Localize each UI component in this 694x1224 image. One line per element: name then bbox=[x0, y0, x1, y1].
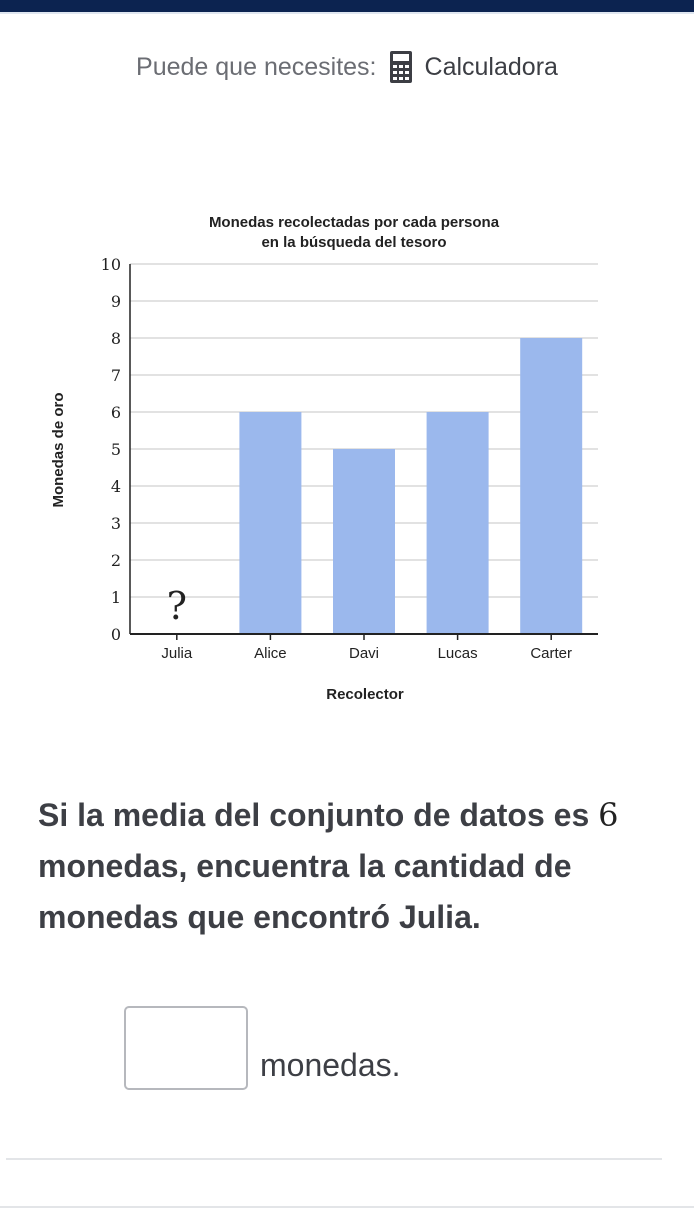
y-tick-label: 6 bbox=[111, 403, 121, 422]
x-tick-label: Davi bbox=[349, 645, 379, 662]
chart-title-line: Monedas recolectadas por cada persona bbox=[209, 214, 500, 231]
bar-alice bbox=[239, 412, 302, 634]
x-tick-label: Alice bbox=[254, 645, 287, 662]
x-axis-label: Recolector bbox=[326, 686, 404, 703]
y-axis-label: Monedas de oro bbox=[50, 392, 67, 507]
unknown-value-marker: ? bbox=[167, 584, 187, 628]
y-tick-label: 9 bbox=[111, 292, 121, 311]
y-tick-label: 0 bbox=[111, 625, 121, 644]
y-tick-label: 3 bbox=[111, 514, 121, 533]
calculator-link[interactable]: Calculadora bbox=[424, 52, 558, 81]
bar-lucas bbox=[426, 412, 489, 634]
tools-row: Puede que necesites: Calculadora bbox=[0, 50, 694, 84]
y-tick-label: 10 bbox=[101, 255, 121, 274]
calculator-icon[interactable] bbox=[389, 50, 413, 84]
question-number: 6 bbox=[598, 796, 619, 834]
y-tick-label: 2 bbox=[111, 551, 121, 570]
x-tick-label: Lucas bbox=[438, 645, 478, 662]
y-tick-label: 5 bbox=[111, 440, 121, 459]
top-bar bbox=[0, 0, 694, 12]
bar-davi bbox=[333, 449, 395, 634]
y-tick-label: 1 bbox=[111, 588, 121, 607]
y-tick-label: 8 bbox=[111, 329, 121, 348]
bottom-divider bbox=[0, 1206, 694, 1208]
chart-title-line: en la búsqueda del tesoro bbox=[261, 234, 446, 251]
tools-prefix: Puede que necesites: bbox=[136, 52, 377, 81]
top-bar-edge bbox=[0, 12, 694, 14]
answer-unit: monedas. bbox=[260, 1046, 401, 1083]
x-tick-label: Julia bbox=[161, 645, 193, 662]
question-part2: monedas, encuentra la cantidad de moneda… bbox=[38, 848, 572, 935]
answer-row: monedas. bbox=[124, 1006, 401, 1090]
divider bbox=[6, 1158, 662, 1160]
y-tick-label: 4 bbox=[111, 477, 121, 496]
y-tick-label: 7 bbox=[111, 366, 121, 385]
question-text: Si la media del conjunto de datos es 6 m… bbox=[38, 790, 658, 943]
bar-carter bbox=[520, 338, 583, 634]
bar-chart: Monedas recolectadas por cada persona en … bbox=[0, 200, 694, 720]
x-tick-label: Carter bbox=[530, 645, 572, 662]
bar-chart-svg: Monedas recolectadas por cada persona en … bbox=[50, 214, 598, 703]
answer-input[interactable] bbox=[124, 1006, 248, 1090]
question-part1: Si la media del conjunto de datos es bbox=[38, 797, 590, 833]
